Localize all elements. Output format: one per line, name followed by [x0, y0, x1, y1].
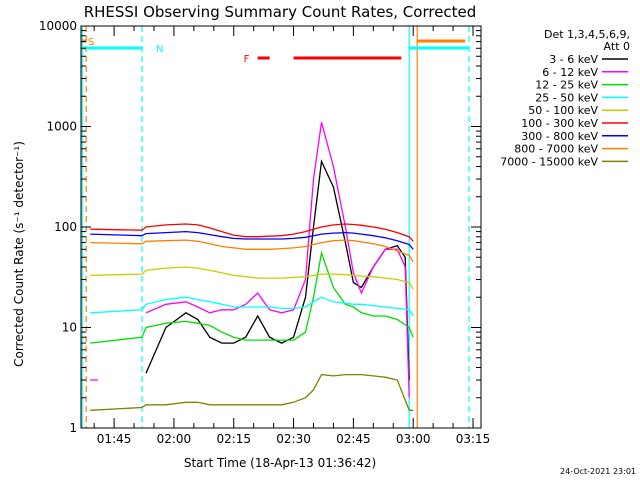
flag-n-label: N	[156, 44, 163, 55]
y-tick-label: 10000	[39, 19, 77, 33]
x-tick-label: 03:15	[456, 432, 491, 446]
y-tick-label: 1	[69, 421, 77, 435]
series-line-9	[90, 373, 414, 411]
y-axis-ticks: 1 10 100 1000 10000	[39, 19, 481, 435]
legend-label-7: 300 - 800 keV	[521, 130, 598, 143]
legend-label-9: 7000 - 15000 keV	[500, 155, 598, 168]
y-tick-label: 1000	[46, 120, 77, 134]
y-tick-label: 100	[54, 220, 77, 234]
series-line-5	[90, 266, 414, 290]
series-line-6	[90, 223, 414, 242]
x-axis-ticks: 01:45 02:00 02:15 02:30 02:45 03:00 03:15	[93, 26, 491, 446]
flag-bars: S N F	[82, 37, 470, 65]
legend-label-3: 12 - 25 keV	[535, 79, 598, 92]
chart-title: RHESSI Observing Summary Count Rates, Co…	[84, 3, 477, 21]
x-tick-label: 02:45	[336, 432, 371, 446]
series-line-8	[90, 239, 414, 263]
x-tick-label: 02:00	[157, 432, 192, 446]
flag-s-label: S	[88, 37, 94, 48]
x-tick-label: 02:30	[276, 432, 311, 446]
legend-header-line-2: Att 0	[604, 40, 630, 53]
y-tick-label: 10	[62, 321, 77, 335]
legend-header-line-1: Det 1,3,4,5,6,9,	[544, 28, 630, 41]
series-line-3	[90, 250, 414, 344]
legend-label-2: 6 - 12 keV	[542, 66, 598, 79]
series-line-4	[90, 296, 414, 317]
legend-label-5: 50 - 100 keV	[528, 104, 598, 117]
series-line-7	[90, 230, 414, 250]
series-lines	[90, 122, 414, 411]
footer-stamp: 24-Oct-2021 23:01	[560, 467, 636, 476]
x-axis-label: Start Time (18-Apr-13 01:36:42)	[184, 456, 376, 470]
legend-label-8: 800 - 7000 keV	[514, 143, 598, 156]
legend-label-6: 100 - 300 keV	[521, 117, 598, 130]
x-tick-label: 03:00	[396, 432, 431, 446]
flag-f-label: F	[244, 54, 250, 65]
x-tick-label: 01:45	[97, 432, 132, 446]
legend-label-4: 25 - 50 keV	[535, 91, 598, 104]
series-line-2	[90, 122, 410, 398]
legend-label-1: 3 - 6 keV	[549, 53, 598, 66]
y-axis-label: Corrected Count Rate (s⁻¹ detector⁻¹)	[12, 141, 26, 367]
x-tick-label: 02:15	[216, 432, 251, 446]
